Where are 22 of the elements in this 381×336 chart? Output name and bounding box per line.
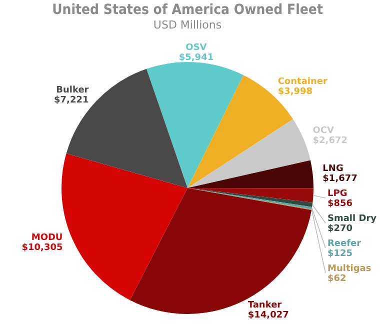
data-label: $3,998 (278, 87, 313, 98)
slice-label: Container (278, 77, 328, 88)
data-label: $125 (328, 248, 353, 259)
data-label: $856 (328, 198, 353, 209)
slice-label: Tanker (248, 300, 282, 311)
slice-label: Reefer (328, 238, 362, 249)
data-label: $62 (328, 274, 346, 284)
data-label: $270 (328, 224, 353, 234)
data-label: $1,677 (322, 174, 358, 184)
slice-label: OSV (186, 43, 207, 54)
slice-label: Small Dry (328, 214, 377, 224)
data-label: $10,305 (22, 243, 63, 253)
chart-subtitle: USD Millions (153, 18, 222, 32)
slice-label: Bulker (56, 85, 90, 96)
data-label: $14,027 (248, 310, 289, 321)
data-label: $5,941 (178, 53, 214, 64)
slice-label: LPG (328, 188, 348, 199)
chart-title: United States of America Owned Fleet (52, 2, 324, 18)
slice-label: Multigas (328, 264, 372, 274)
slice-label: LNG (322, 164, 344, 174)
slice-label: MODU (31, 233, 63, 243)
data-label: $7,221 (54, 95, 89, 106)
